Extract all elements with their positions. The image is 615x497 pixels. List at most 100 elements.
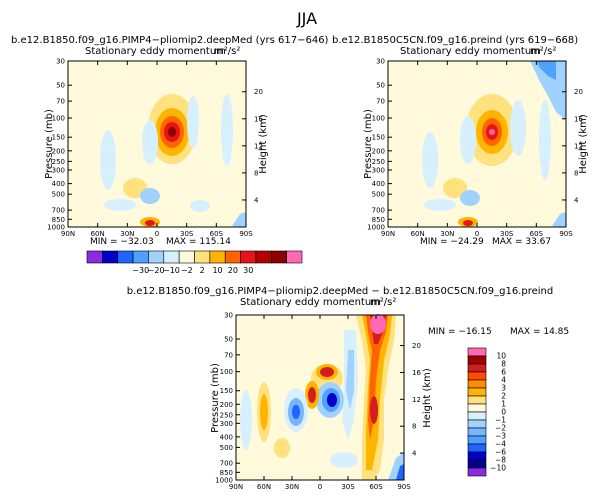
bottom-colorbar-label: −6: [495, 448, 506, 457]
panel-1-ytick-label: 70: [56, 98, 65, 106]
panel-3-field: [235, 314, 405, 481]
panel-1-xtick-label: 0: [155, 230, 159, 238]
panel-3-xtick-label: 0: [318, 483, 322, 491]
bottom-colorbar-swatch: [467, 355, 487, 365]
panel-1-ytick-label: 200: [52, 147, 65, 155]
panel-1-ytick-label: 250: [52, 158, 65, 166]
panel-2-y2tick-label: 8: [574, 169, 578, 177]
top-colorbar-swatch: [117, 250, 134, 264]
panel-2-ytick-label: 50: [376, 82, 385, 90]
top-colorbar-label: 20: [228, 266, 238, 275]
top-colorbar-swatch: [132, 250, 149, 264]
panel-1-ytick-label: 700: [52, 207, 65, 215]
bottom-colorbar-swatch: [467, 411, 487, 421]
top-colorbar-swatch: [286, 250, 303, 264]
panel-2-xtick-label: 60N: [411, 230, 425, 238]
bottom-colorbar-label: −8: [495, 456, 506, 465]
panel-2-ytick-label: 30: [376, 58, 385, 66]
panel-1-max: MAX = 115.14: [166, 237, 231, 247]
panel-1-ytick-label: 30: [56, 58, 65, 66]
bottom-colorbar-swatch: [467, 443, 487, 453]
bottom-colorbar-label: 0: [501, 408, 506, 417]
top-colorbar-label: 10: [212, 266, 222, 275]
panel-2-y2tick-label: 16: [574, 115, 583, 123]
panel-3-ylabel: Pressure (mb): [210, 363, 221, 433]
panel-3-ytick-label: 300: [220, 420, 233, 428]
panel-2-xtick-label: 90S: [559, 230, 573, 238]
panel-1-xtick-label: 90N: [61, 230, 75, 238]
top-colorbar-label: −20: [148, 266, 165, 275]
bottom-colorbar-swatch: [467, 379, 487, 389]
panel-3-xtick-label: 60N: [257, 483, 271, 491]
panel-2-xtick-label: 30S: [500, 230, 514, 238]
panel-2-ytick-label: 300: [372, 167, 385, 175]
panel-2-ytick-label: 150: [372, 134, 385, 142]
top-colorbar-swatch: [255, 250, 272, 264]
panel-1-y2tick-label: 12: [254, 142, 263, 150]
panel-1-xtick-label: 30N: [120, 230, 134, 238]
panel-1-ytick-label: 1000: [47, 224, 65, 232]
panel-2-y2label: Height (km): [578, 114, 589, 174]
top-colorbar-swatch: [163, 250, 180, 264]
top-colorbar: −30−20−10 −2 2 10 20 30: [86, 250, 303, 275]
panel-2-y2tick-label: 12: [574, 142, 583, 150]
panel-2-y2tick-label: 4: [574, 196, 579, 204]
bottom-colorbar-swatch: [467, 467, 487, 477]
top-colorbar-label: −30: [132, 266, 149, 275]
panel-3-ytick-label: 250: [220, 411, 233, 419]
panel-3-ytick-label: 100: [220, 368, 233, 376]
bottom-colorbar-label: 6: [501, 368, 506, 377]
panel-3-ytick-label: 400: [220, 433, 233, 441]
panel-3-xtick-label: 90S: [397, 483, 411, 491]
panel-3-subtitle: Stationary eddy momentum: [240, 297, 381, 308]
panel-2-ytick-label: 400: [372, 180, 385, 188]
panel-1-ylabel: Pressure (mb): [44, 109, 55, 179]
bottom-colorbar-label: 3: [501, 384, 506, 393]
panel-2-ytick-label: 700: [372, 207, 385, 215]
bottom-colorbar-label: 10: [496, 352, 506, 361]
bottom-colorbar-label: 1: [501, 400, 506, 409]
bottom-colorbar-label: −10: [490, 464, 506, 473]
bottom-colorbar-label: −4: [495, 440, 506, 449]
top-colorbar-swatch: [270, 250, 287, 264]
panel-2-xtick-label: 0: [475, 230, 479, 238]
panel-3-xtick-label: 30S: [341, 483, 355, 491]
panel-2-ytick-label: 500: [372, 191, 385, 199]
panel-1-ytick-label: 500: [52, 191, 65, 199]
panel-2-ytick-label: 850: [372, 216, 385, 224]
top-colorbar-swatch: [148, 250, 165, 264]
bottom-panel-title: b.e12.B1850.f09_g16.PIMP4−pliomip2.deepM…: [127, 286, 553, 297]
panel-3-ytick-label: 30: [224, 312, 233, 320]
panel-2-ytick-label: 100: [372, 114, 385, 122]
panel-1-ytick-label: 400: [52, 180, 65, 188]
panel-1-y2tick-label: 16: [254, 115, 263, 123]
panel-1-axes: 90N 60N 30N 0 30S 60S 90S 30 50 70 100 150 200 250300…: [47, 58, 263, 239]
panel-2-min: MIN = −24.29: [420, 237, 484, 247]
top-left-panel-title: b.e12.B1850.f09_g16.PIMP4−pliomip2.deepM…: [11, 35, 329, 46]
panel-1-y2tick-label: 20: [254, 88, 263, 96]
panel-1-y2tick-label: 4: [254, 196, 259, 204]
panel-1-ytick-label: 100: [52, 114, 65, 122]
panel-3-ytick-label: 70: [224, 351, 233, 359]
panel-2-xtick-label: 60S: [530, 230, 544, 238]
season-title: JJA: [296, 9, 317, 28]
panel-1-xtick-label: 90S: [239, 230, 253, 238]
bottom-colorbar-swatch: [467, 371, 487, 381]
panel-2-ytick-label: 1000: [367, 224, 385, 232]
top-colorbar-label: 30: [243, 266, 253, 275]
panel-2-xtick-label: 30N: [440, 230, 454, 238]
panel-3-xtick-label: 30N: [285, 483, 299, 491]
panel-1-y2label: Height (km): [258, 114, 269, 174]
panel-3-ytick-label: 50: [224, 336, 233, 344]
panel-2: Stationary eddy momentum m²/s² Pressure …: [363, 46, 589, 247]
panel-1-ytick-label: 150: [52, 134, 65, 142]
bottom-colorbar-label: −2: [495, 424, 506, 433]
bottom-colorbar-label: −1: [495, 416, 506, 425]
panel-3-ytick-label: 500: [220, 444, 233, 452]
panel-1-subtitle: Stationary eddy momentum: [85, 46, 226, 57]
panel-2-ytick-label: 250: [372, 158, 385, 166]
top-colorbar-label: 2: [200, 266, 205, 275]
panel-2-units: m²/s²: [530, 46, 556, 57]
top-colorbar-swatch: [86, 250, 103, 264]
